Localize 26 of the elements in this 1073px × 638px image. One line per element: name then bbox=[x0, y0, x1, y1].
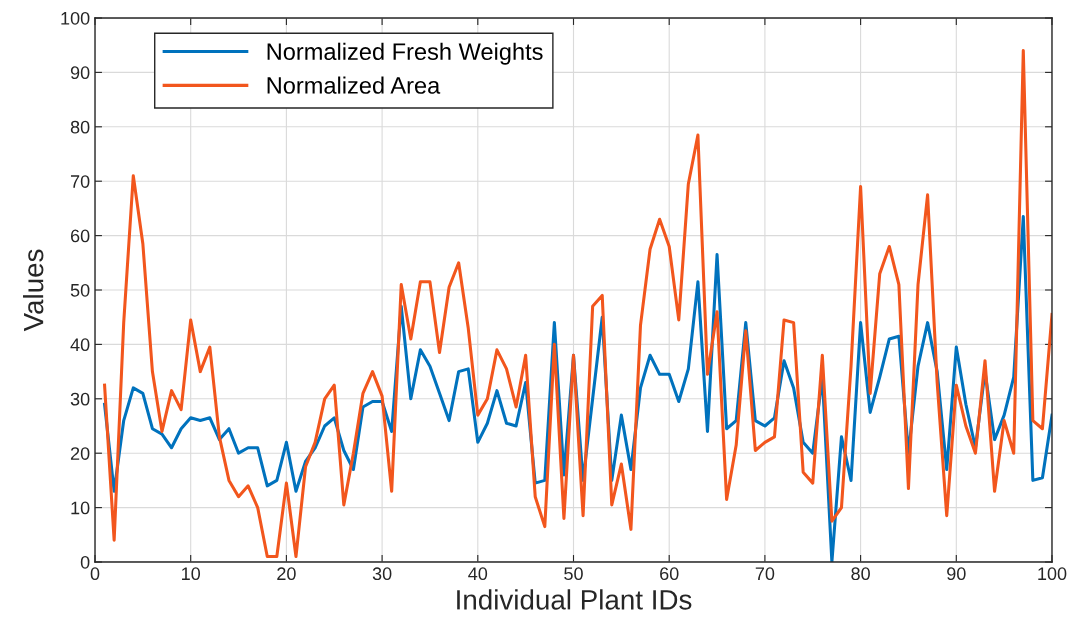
x-tick-label: 90 bbox=[947, 567, 966, 581]
x-tick-label: 50 bbox=[564, 567, 583, 581]
y-tick-label: 20 bbox=[70, 447, 90, 460]
x-tick-label: 0 bbox=[90, 567, 100, 581]
x-tick-label: 80 bbox=[851, 567, 870, 581]
y-tick-label: 60 bbox=[70, 229, 90, 243]
y-tick-label: 0 bbox=[80, 555, 90, 569]
legend-label: Normalized Fresh Weights bbox=[267, 42, 543, 65]
y-tick-label: 50 bbox=[70, 283, 90, 297]
y-tick-label: 10 bbox=[71, 501, 90, 515]
x-axis-title: Individual Plant IDs bbox=[457, 589, 692, 610]
y-tick-label: 80 bbox=[70, 120, 90, 134]
y-tick-label: 40 bbox=[70, 338, 90, 352]
y-tick-label: 30 bbox=[70, 392, 90, 406]
y-axis-title: Values bbox=[23, 249, 44, 332]
legend-label: Normalized Area bbox=[267, 76, 441, 94]
x-tick-label: 10 bbox=[182, 567, 201, 581]
x-tick-label: 30 bbox=[372, 567, 392, 581]
y-tick-label: 100 bbox=[61, 11, 90, 25]
x-tick-label: 100 bbox=[1038, 567, 1067, 581]
x-tick-label: 40 bbox=[468, 567, 488, 581]
x-tick-label: 70 bbox=[755, 567, 775, 581]
x-tick-label: 60 bbox=[660, 567, 679, 581]
x-tick-label: 20 bbox=[277, 567, 296, 581]
y-tick-label: 90 bbox=[70, 66, 90, 80]
y-tick-label: 70 bbox=[70, 175, 90, 188]
